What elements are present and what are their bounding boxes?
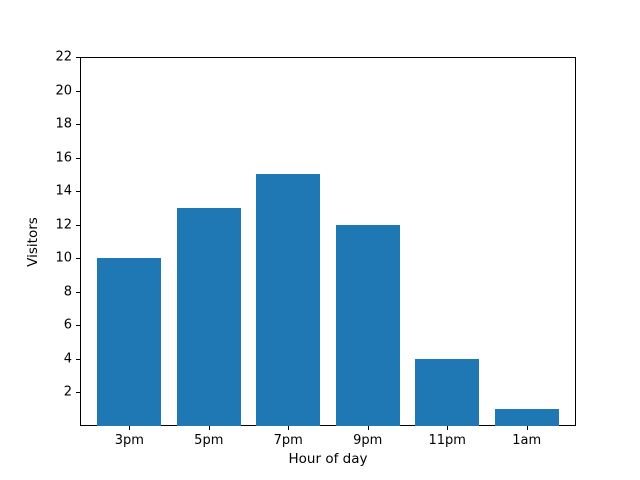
y-tick-label: 4 [63, 351, 72, 367]
y-tick-label: 10 [55, 250, 72, 266]
x-tick-mark [208, 426, 210, 430]
x-axis-label: Hour of day [288, 451, 368, 467]
x-tick-label: 1am [512, 433, 542, 448]
y-tick-mark [76, 157, 80, 159]
y-tick-label: 20 [55, 83, 72, 99]
x-tick-label: 7pm [273, 433, 303, 448]
bar-5pm [176, 207, 241, 426]
y-tick-label: 14 [55, 183, 72, 199]
bar-11pm [415, 358, 479, 426]
x-tick-mark [367, 426, 369, 430]
y-tick-mark [76, 291, 80, 293]
y-tick-label: 12 [55, 217, 72, 233]
x-tick-label: 9pm [353, 433, 383, 448]
x-tick-mark [447, 426, 449, 430]
y-tick-mark [76, 392, 80, 394]
x-tick-mark [288, 426, 290, 430]
y-axis-label: Visitors [25, 216, 41, 267]
x-tick-label: 3pm [114, 433, 144, 448]
x-tick-mark [526, 426, 528, 430]
y-tick-label: 18 [55, 116, 72, 132]
y-tick-mark [76, 325, 80, 327]
bar-9pm [335, 224, 400, 426]
y-tick-mark [76, 191, 80, 193]
y-tick-label: 2 [63, 384, 72, 400]
y-tick-label: 22 [55, 49, 72, 65]
y-tick-label: 8 [63, 284, 72, 300]
x-tick-label: 11pm [428, 433, 466, 448]
bar-1am [494, 409, 559, 426]
y-tick-mark [76, 258, 80, 260]
y-tick-mark [76, 224, 80, 226]
plot-area [80, 57, 576, 426]
y-tick-mark [76, 57, 80, 58]
y-tick-mark [76, 90, 80, 92]
y-tick-label: 6 [63, 317, 72, 333]
y-tick-mark [76, 124, 80, 126]
y-tick-mark [76, 358, 80, 360]
bar-7pm [256, 174, 321, 426]
y-tick-label: 16 [55, 150, 72, 166]
x-tick-mark [129, 426, 131, 430]
x-tick-label: 5pm [194, 433, 224, 448]
bar-3pm [97, 258, 162, 426]
